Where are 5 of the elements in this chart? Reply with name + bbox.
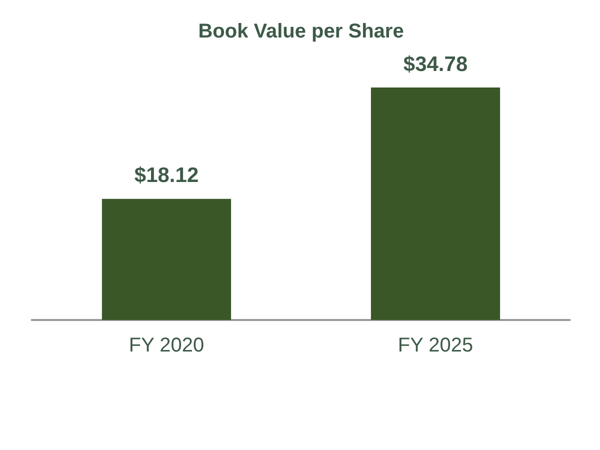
data-label: $34.78 [403, 52, 468, 76]
chart-title: Book Value per Share [198, 20, 404, 43]
x-tick-label: FY 2025 [398, 334, 474, 357]
data-label: $18.12 [134, 164, 199, 188]
x-tick-label: FY 2020 [128, 334, 204, 357]
